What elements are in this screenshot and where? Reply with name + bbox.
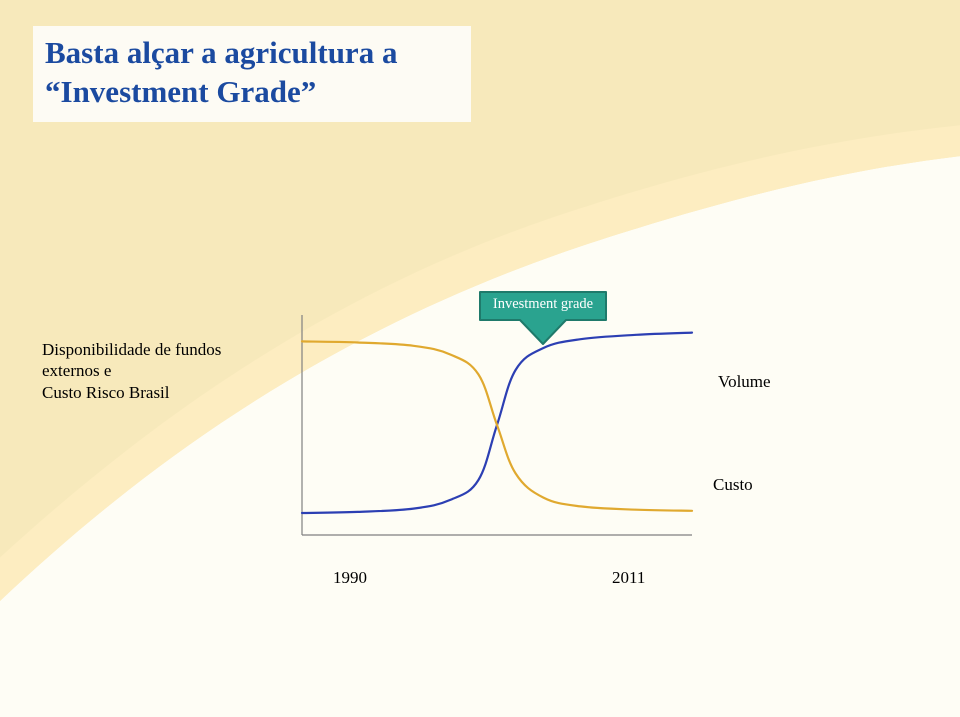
y-axis-line3: Custo Risco Brasil: [42, 383, 170, 402]
arrow-label: Investment grade: [478, 296, 608, 313]
title-line2: “Investment Grade”: [45, 74, 316, 109]
custo-label: Custo: [713, 475, 753, 495]
y-axis-label: Disponibilidade de fundos externos e Cus…: [42, 339, 242, 403]
title-box: Basta alçar a agricultura a “Investment …: [33, 26, 471, 122]
volume-label: Volume: [718, 372, 771, 392]
x-axis-label-left: 1990: [333, 568, 367, 588]
x-axis-label-right: 2011: [612, 568, 645, 588]
investment-grade-arrow: Investment grade: [478, 290, 608, 346]
y-axis-line1: Disponibilidade de fundos: [42, 340, 221, 359]
slide-root: Basta alçar a agricultura a “Investment …: [0, 0, 960, 717]
title-line1: Basta alçar a agricultura a: [45, 35, 397, 70]
y-axis-line2: externos e: [42, 361, 111, 380]
page-title: Basta alçar a agricultura a “Investment …: [45, 34, 459, 112]
